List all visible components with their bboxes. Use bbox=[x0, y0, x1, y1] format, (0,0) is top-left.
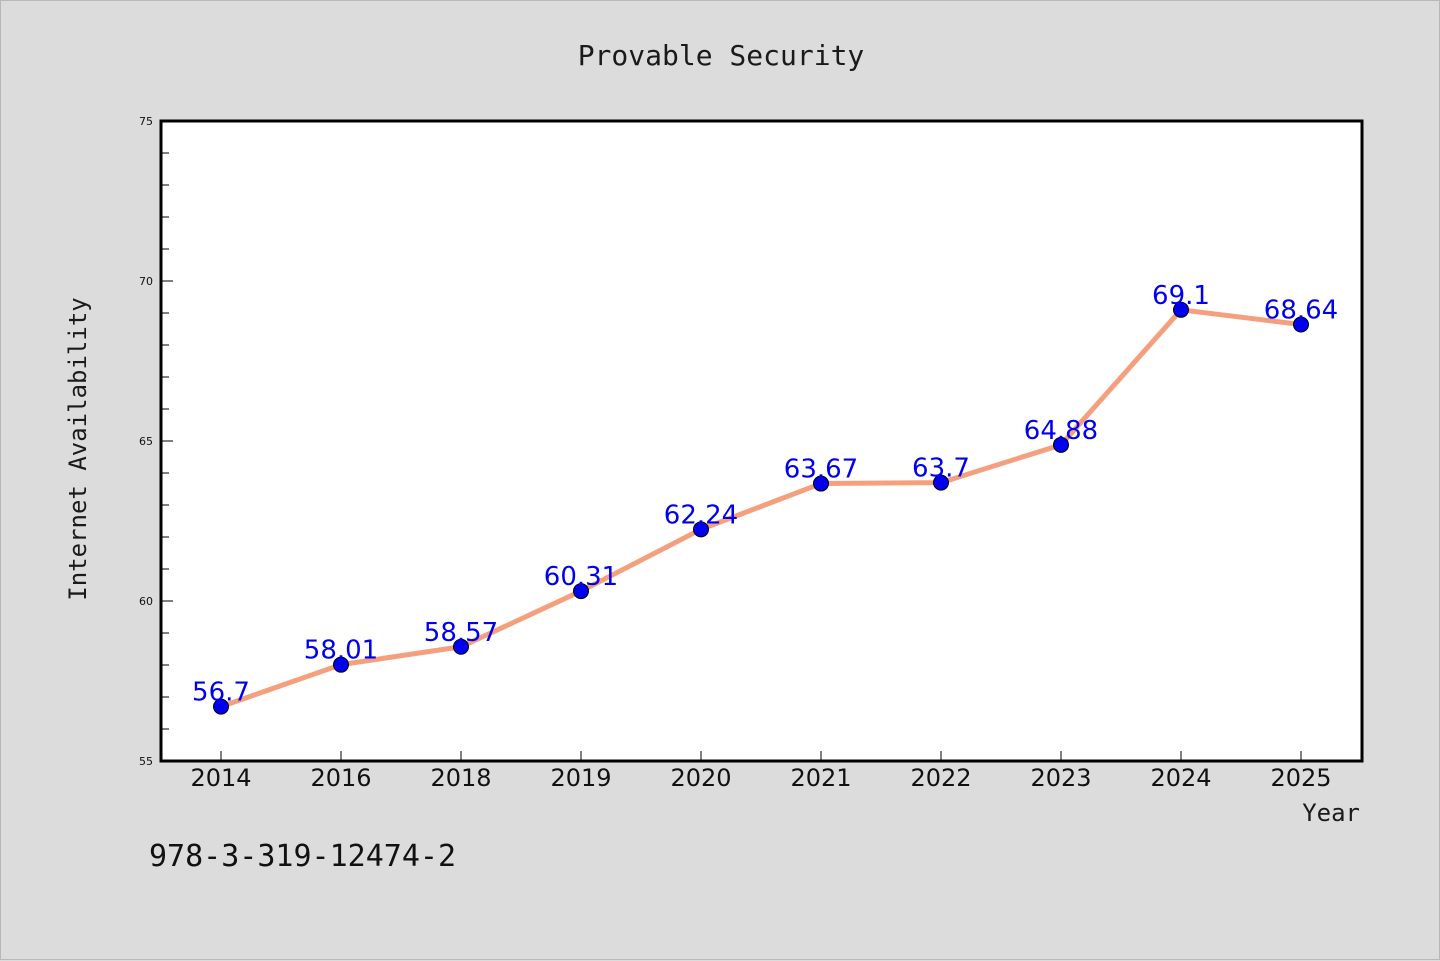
x-tick-label: 2024 bbox=[1150, 764, 1211, 792]
data-point bbox=[813, 475, 829, 492]
y-axis-title: Internet Availability bbox=[64, 297, 92, 600]
data-point bbox=[453, 638, 469, 655]
y-tick-label: 60 bbox=[139, 595, 153, 608]
data-label: 64.88 bbox=[1024, 416, 1098, 446]
data-label: 60.31 bbox=[544, 562, 618, 592]
data-point bbox=[693, 521, 709, 538]
y-tick-label: 65 bbox=[139, 435, 153, 448]
x-tick-label: 2025 bbox=[1270, 764, 1331, 792]
data-point bbox=[933, 474, 949, 491]
data-point bbox=[1053, 436, 1069, 453]
data-label: 63.7 bbox=[912, 454, 970, 484]
x-tick-label: 2020 bbox=[670, 764, 731, 792]
series-group: 56.7 58.01 58.57 60.31 62.24 63.67 63.7 64.88 69… bbox=[192, 281, 1338, 715]
data-label: 62.24 bbox=[664, 500, 738, 530]
x-axis-title: Year bbox=[1302, 799, 1360, 827]
data-label: 58.57 bbox=[424, 618, 498, 648]
y-axis: 55 60 65 70 75 bbox=[139, 115, 173, 768]
series-line bbox=[218, 307, 1304, 710]
data-point bbox=[213, 698, 229, 715]
isbn-footnote: 978-3-319-12474-2 bbox=[149, 839, 456, 874]
x-axis: 2014 2016 2018 2019 2020 2021 2022 2023 2024 2025 bbox=[190, 751, 1332, 792]
data-label: 56.7 bbox=[192, 678, 250, 708]
x-tick-label: 2016 bbox=[310, 764, 371, 792]
chart-title: Provable Security bbox=[578, 39, 865, 72]
plot-area bbox=[159, 119, 1364, 763]
y-tick-label: 70 bbox=[139, 275, 153, 288]
data-label: 58.01 bbox=[304, 636, 378, 666]
y-tick-label: 75 bbox=[139, 115, 153, 128]
data-label: 63.67 bbox=[784, 455, 858, 485]
data-point bbox=[333, 656, 349, 673]
data-point bbox=[1293, 316, 1309, 333]
data-point bbox=[573, 583, 589, 600]
x-tick-label: 2023 bbox=[1030, 764, 1091, 792]
x-tick-label: 2022 bbox=[910, 764, 971, 792]
data-point bbox=[1173, 301, 1189, 318]
x-tick-label: 2019 bbox=[550, 764, 611, 792]
y-tick-label: 55 bbox=[139, 755, 153, 768]
data-label: 68.64 bbox=[1264, 296, 1338, 326]
data-label: 69.1 bbox=[1152, 281, 1210, 311]
x-tick-label: 2018 bbox=[430, 764, 491, 792]
x-tick-label: 2021 bbox=[790, 764, 851, 792]
x-tick-label: 2014 bbox=[190, 764, 251, 792]
